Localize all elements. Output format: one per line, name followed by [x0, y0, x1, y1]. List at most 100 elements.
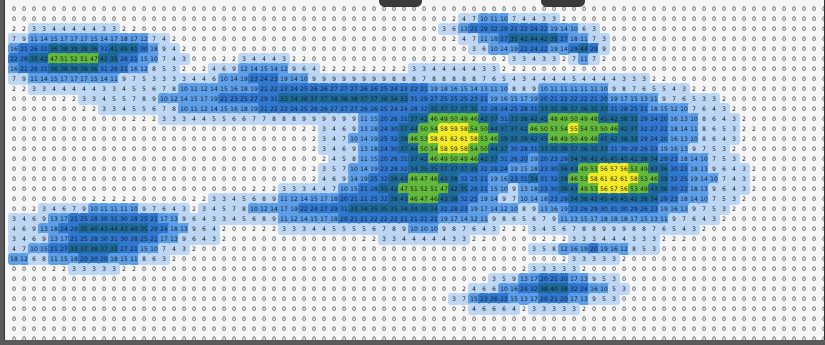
heatmap-value: 27	[60, 246, 68, 253]
heatmap-value: 0	[32, 176, 36, 183]
heatmap-value: 9	[592, 296, 596, 303]
heatmap-value: 2	[622, 256, 626, 263]
heatmap-value: 4	[622, 236, 626, 243]
heatmap-value: 0	[12, 196, 16, 203]
heatmap-cell	[58, 83, 70, 95]
heatmap-value: 7	[572, 226, 576, 233]
heatmap-value: 14	[460, 216, 468, 223]
heatmap-value: 0	[432, 16, 436, 23]
heatmap-value: 0	[72, 296, 76, 303]
heatmap-cell	[128, 93, 140, 105]
heatmap-value: 14	[180, 96, 188, 103]
heatmap-value: 0	[552, 66, 556, 73]
heatmap-cell	[148, 93, 160, 105]
heatmap-value: 9	[332, 76, 336, 83]
heatmap-value: 0	[662, 26, 666, 33]
heatmap-value: 0	[812, 56, 816, 63]
heatmap-value: 0	[752, 46, 756, 53]
heatmap-value: 38	[390, 196, 398, 203]
heatmap-value: 37	[510, 126, 518, 133]
heatmap-value: 0	[462, 6, 466, 13]
heatmap-value: 25	[380, 106, 388, 113]
heatmap-value: 0	[622, 36, 626, 43]
heatmap-value: 24	[530, 26, 538, 33]
heatmap-value: 2	[462, 286, 466, 293]
heatmap-cell	[218, 63, 230, 75]
heatmap-cell	[258, 73, 270, 85]
heatmap-value: 6	[232, 116, 236, 123]
heatmap-value: 0	[692, 316, 696, 323]
heatmap-value: 0	[532, 6, 536, 13]
heatmap-value: 0	[822, 16, 824, 23]
heatmap-value: 0	[252, 246, 256, 253]
heatmap-value: 27	[250, 96, 258, 103]
heatmap-value: 0	[142, 326, 146, 333]
heatmap-value: 46	[410, 136, 418, 143]
heatmap-value: 0	[742, 96, 746, 103]
heatmap-cell	[8, 33, 20, 45]
heatmap-value: 0	[392, 26, 396, 33]
heatmap-value: 28	[520, 106, 528, 113]
heatmap-value: 0	[212, 266, 216, 273]
heatmap-value: 0	[822, 236, 824, 243]
heatmap-value: 0	[152, 136, 156, 143]
heatmap-value: 0	[252, 146, 256, 153]
heatmap-value: 4	[232, 196, 236, 203]
heatmap-value: 0	[632, 36, 636, 43]
heatmap-value: 9	[512, 276, 516, 283]
heatmap-cell	[528, 13, 540, 25]
heatmap-value: 12	[240, 66, 248, 73]
heatmap-value: 0	[282, 256, 286, 263]
heatmap-value: 11	[490, 86, 498, 93]
window-tab[interactable]	[379, 0, 422, 7]
heatmap-value: 0	[602, 306, 606, 313]
heatmap-cell	[28, 83, 40, 95]
heatmap-cell	[248, 73, 260, 85]
heatmap-cell	[138, 43, 150, 55]
heatmap-value: 0	[262, 136, 266, 143]
heatmap-value: 0	[582, 316, 586, 323]
heatmap-value: 39	[70, 46, 78, 53]
heatmap-value: 16	[10, 46, 18, 53]
window-tab[interactable]	[541, 0, 585, 7]
heatmap-value: 0	[792, 336, 796, 340]
heatmap-value: 0	[702, 36, 706, 43]
heatmap-value: 27	[560, 36, 568, 43]
heatmap-value: 0	[212, 186, 216, 193]
heatmap-value: 17	[450, 216, 458, 223]
heatmap-value: 7	[422, 76, 426, 83]
heatmap-cell	[278, 53, 290, 65]
heatmap-value: 0	[612, 56, 616, 63]
heatmap-value: 18	[50, 226, 58, 233]
heatmap-value: 2	[462, 306, 466, 313]
heatmap-value: 5	[502, 276, 506, 283]
heatmap-value: 0	[652, 46, 656, 53]
heatmap-value: 34	[650, 156, 658, 163]
heatmap-value: 11	[570, 86, 578, 93]
heatmap-value: 17	[530, 296, 538, 303]
heatmap-value: 2	[182, 46, 186, 53]
heatmap-value: 17	[60, 236, 68, 243]
heatmap-value: 5	[332, 166, 336, 173]
heatmap-value: 0	[242, 226, 246, 233]
heatmap-value: 0	[62, 296, 66, 303]
heatmap-value: 22	[520, 26, 528, 33]
heatmap-value: 0	[622, 276, 626, 283]
heatmap-value: 8	[702, 136, 706, 143]
heatmap-value: 29	[560, 156, 568, 163]
heatmap-value: 0	[802, 206, 806, 213]
heatmap-cell	[408, 83, 420, 95]
heatmap-value: 0	[782, 336, 786, 340]
heatmap-value: 0	[772, 206, 776, 213]
heatmap-value: 11	[360, 116, 368, 123]
heatmap-value: 31	[530, 146, 538, 153]
heatmap-cell	[508, 73, 520, 85]
heatmap-value: 6	[562, 226, 566, 233]
heatmap-value: 9	[312, 76, 316, 83]
heatmap-value: 22	[570, 96, 578, 103]
heatmap-value: 0	[682, 16, 686, 23]
heatmap-value: 0	[642, 16, 646, 23]
heatmap-value: 12	[290, 216, 298, 223]
heatmap-cell	[218, 83, 230, 95]
heatmap-value: 0	[332, 316, 336, 323]
